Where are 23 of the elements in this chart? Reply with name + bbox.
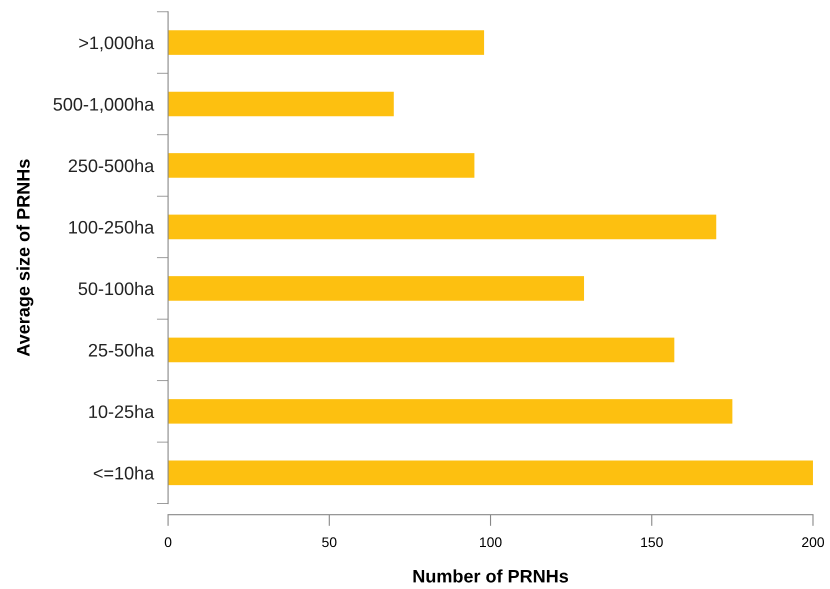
y-tick-label: >1,000ha [79, 36, 154, 52]
x-tick-label: 0 [164, 537, 172, 548]
y-tick-label: 100-250ha [69, 220, 154, 234]
y-tick-label: 50-100ha [78, 282, 154, 296]
bar [168, 276, 584, 301]
x-tick-label: 150 [641, 537, 663, 548]
y-axis-title: Average size of PRNHs [16, 159, 34, 356]
y-tick-label: 250-500ha [68, 158, 154, 172]
x-tick-label: 50 [322, 537, 336, 548]
bar [168, 30, 484, 55]
x-axis-title: Number of PRNHs [413, 569, 568, 583]
y-tick-label: 10-25ha [89, 404, 154, 418]
y-tick-label: 500-1,000ha [54, 97, 154, 113]
x-tick-label: 100 [480, 537, 502, 548]
y-tick-label: <=10ha [94, 466, 154, 480]
bar [168, 153, 474, 178]
y-tick-label: 25-50ha [88, 343, 154, 357]
x-tick-label: 200 [802, 537, 824, 548]
bar [168, 399, 732, 424]
bar [168, 338, 674, 362]
bar [168, 92, 394, 116]
bar [168, 214, 716, 240]
bar [168, 460, 813, 486]
